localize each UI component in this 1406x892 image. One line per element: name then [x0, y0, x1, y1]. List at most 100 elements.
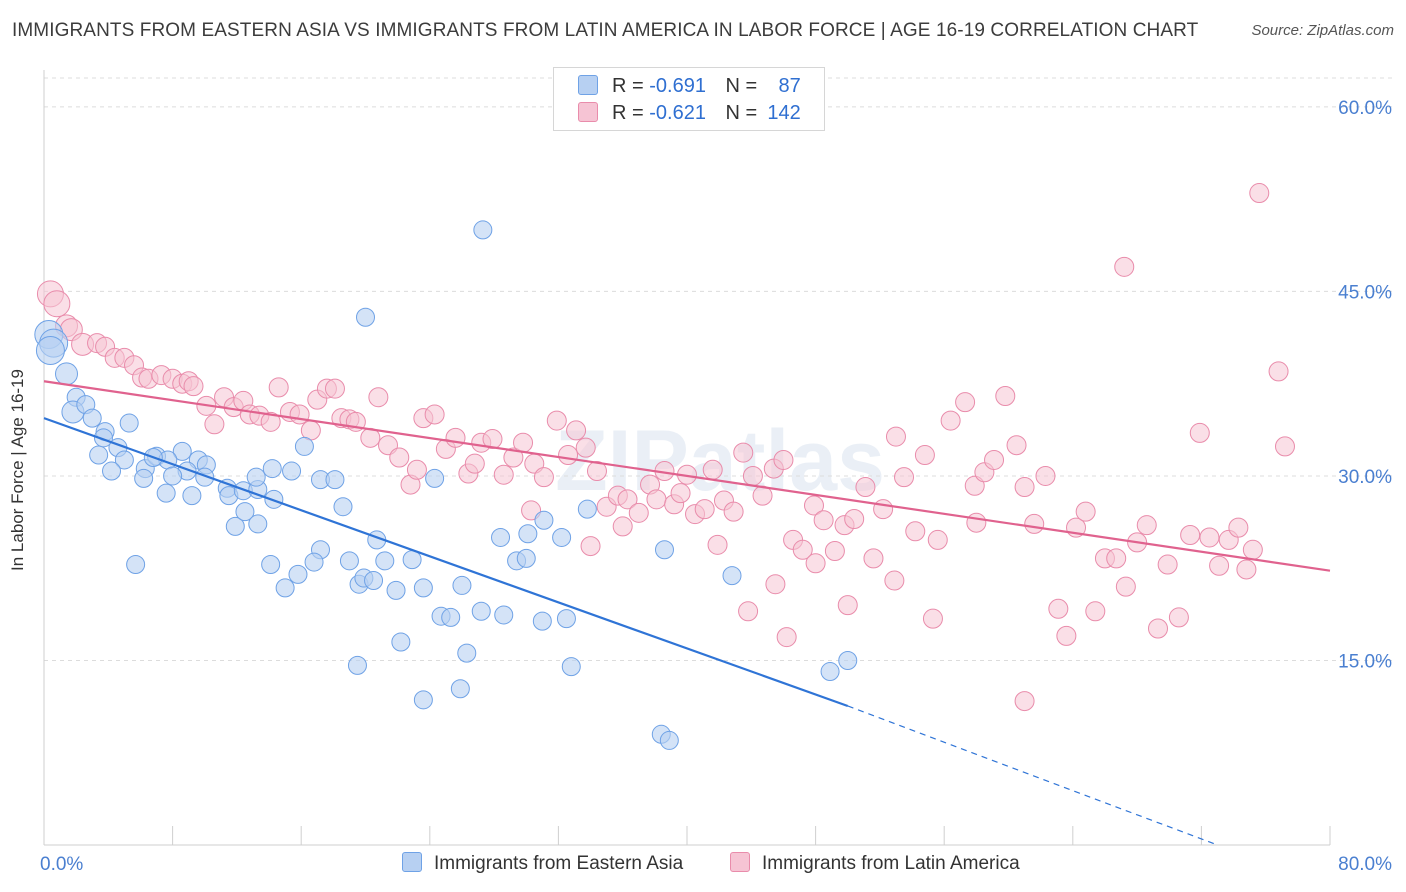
- data-point-latin-america: [805, 553, 826, 574]
- data-point-eastern-asia: [225, 516, 245, 536]
- legend-r-label: R =: [612, 102, 644, 124]
- data-point-eastern-asia: [325, 470, 345, 490]
- data-point-latin-america: [792, 539, 813, 560]
- data-point-latin-america: [43, 290, 71, 318]
- source-label: Source: ZipAtlas.com: [1251, 22, 1394, 39]
- data-point-eastern-asia: [473, 220, 493, 240]
- data-point-latin-america: [1048, 598, 1069, 619]
- data-point-latin-america: [765, 574, 786, 595]
- trend-line-latin-america: [43, 380, 1331, 572]
- x-tick-label: 80.0%: [1338, 854, 1392, 875]
- data-point-latin-america: [566, 420, 587, 441]
- legend-item-latin-america: Immigrants from Latin America: [730, 852, 1020, 875]
- data-point-latin-america: [1115, 576, 1136, 597]
- data-point-eastern-asia: [55, 362, 79, 386]
- data-point-latin-america: [670, 483, 691, 504]
- data-point-eastern-asia: [556, 609, 576, 629]
- data-point-latin-america: [922, 608, 943, 629]
- data-point-eastern-asia: [450, 679, 470, 699]
- data-point-eastern-asia: [452, 575, 472, 595]
- data-point-latin-america: [927, 529, 948, 550]
- trend-line-eastern-asia-extension: [847, 705, 1218, 846]
- data-point-eastern-asia: [441, 607, 461, 627]
- data-point-latin-america: [1006, 435, 1027, 456]
- legend-swatch-blue: [402, 852, 422, 872]
- data-point-eastern-asia: [119, 413, 139, 433]
- y-tick-label: 60.0%: [1338, 98, 1392, 119]
- data-point-eastern-asia: [235, 502, 255, 522]
- y-tick-label: 15.0%: [1338, 651, 1392, 672]
- data-point-eastern-asia: [425, 468, 445, 488]
- data-point-eastern-asia: [35, 335, 65, 365]
- data-point-eastern-asia: [163, 466, 183, 486]
- data-point-latin-america: [1236, 559, 1257, 580]
- legend-row-eastern-asia: R = -0.691 N = 87: [578, 75, 801, 99]
- data-point-latin-america: [1189, 422, 1210, 443]
- data-point-latin-america: [702, 459, 723, 480]
- data-point-eastern-asia: [172, 441, 192, 461]
- data-point-eastern-asia: [246, 467, 266, 487]
- data-point-latin-america: [1114, 256, 1135, 277]
- chart-title: IMMIGRANTS FROM EASTERN ASIA VS IMMIGRAN…: [12, 20, 1199, 41]
- data-point-latin-america: [1157, 554, 1178, 575]
- data-point-latin-america: [964, 475, 985, 496]
- data-point-eastern-asia: [339, 551, 359, 571]
- legend-swatch-blue: [578, 75, 598, 95]
- data-point-eastern-asia: [114, 450, 134, 470]
- data-point-latin-america: [260, 411, 281, 432]
- data-point-eastern-asia: [304, 552, 324, 572]
- data-point-latin-america: [884, 570, 905, 591]
- data-point-latin-america: [464, 453, 485, 474]
- data-point-latin-america: [742, 465, 763, 486]
- data-point-latin-america: [844, 509, 865, 530]
- data-point-latin-america: [694, 499, 715, 520]
- data-point-eastern-asia: [82, 408, 102, 428]
- data-point-latin-america: [493, 464, 514, 485]
- data-point-eastern-asia: [659, 730, 679, 750]
- trend-line-eastern-asia: [43, 417, 849, 708]
- data-point-latin-america: [558, 445, 579, 466]
- data-point-eastern-asia: [294, 436, 314, 456]
- y-axis-title: In Labor Force | Age 16-19: [8, 369, 27, 571]
- grid-lines: [44, 77, 1392, 661]
- data-point-eastern-asia: [364, 571, 384, 591]
- data-point-eastern-asia: [375, 551, 395, 571]
- data-point-latin-america: [995, 385, 1016, 406]
- legend-label: Immigrants from Eastern Asia: [434, 853, 684, 874]
- data-point-eastern-asia: [282, 461, 302, 481]
- legend-item-eastern-asia: Immigrants from Eastern Asia: [402, 852, 683, 875]
- data-point-latin-america: [1249, 183, 1270, 204]
- data-point-latin-america: [940, 410, 961, 431]
- legend-n-value: 87: [778, 75, 801, 97]
- data-point-latin-america: [1024, 513, 1045, 534]
- data-point-latin-america: [406, 459, 427, 480]
- data-point-eastern-asia: [89, 445, 109, 465]
- data-point-latin-america: [885, 426, 906, 447]
- data-point-latin-america: [368, 387, 389, 408]
- data-point-latin-america: [955, 392, 976, 413]
- data-point-eastern-asia: [413, 578, 433, 598]
- data-point-eastern-asia: [457, 643, 477, 663]
- x-tick-label: 0.0%: [40, 854, 83, 875]
- data-point-eastern-asia: [126, 555, 146, 575]
- data-point-eastern-asia: [413, 690, 433, 710]
- data-point-latin-america: [1209, 555, 1230, 576]
- data-point-latin-america: [773, 449, 794, 470]
- data-point-latin-america: [612, 516, 633, 537]
- data-point-latin-america: [503, 447, 524, 468]
- data-point-latin-america: [707, 534, 728, 555]
- legend-r-label: R =: [612, 75, 644, 97]
- data-point-latin-america: [183, 376, 204, 397]
- data-point-latin-america: [521, 500, 542, 521]
- legend-row-latin-america: R = -0.621 N = 142: [578, 102, 801, 126]
- data-point-latin-america: [1035, 465, 1056, 486]
- data-point-latin-america: [837, 595, 858, 616]
- data-point-latin-america: [894, 467, 915, 488]
- legend-swatch-pink: [578, 102, 598, 122]
- data-point-eastern-asia: [516, 548, 536, 568]
- data-point-eastern-asia: [561, 657, 581, 677]
- data-point-latin-america: [268, 377, 289, 398]
- data-point-latin-america: [1199, 527, 1220, 548]
- data-point-latin-america: [723, 501, 744, 522]
